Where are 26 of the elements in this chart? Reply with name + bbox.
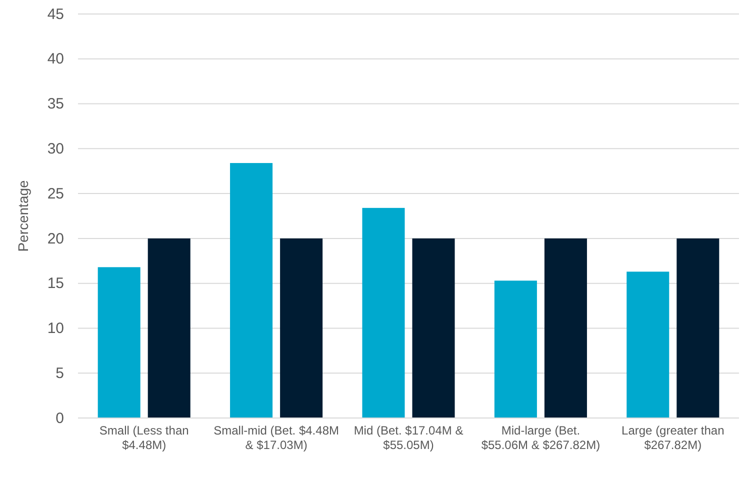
x-tick-label: Mid-large (Bet. $55.06M & $267.82M) (481, 424, 600, 452)
y-tick-label: 15 (47, 275, 64, 292)
bar (626, 272, 670, 418)
y-tick-label: 30 (47, 140, 64, 158)
y-tick-label: 10 (47, 320, 64, 338)
y-tick-label: 25 (47, 185, 64, 202)
bar (280, 238, 323, 418)
x-tick-label: Large (greater than $267.82M) (622, 424, 724, 452)
x-tick-label: Mid (Bet. $17.04M & $55.05M) (354, 424, 464, 452)
y-tick-label: 0 (56, 410, 64, 427)
bar (362, 208, 405, 418)
bar (230, 163, 273, 418)
bar (412, 238, 455, 418)
y-axis-title: Percentage (15, 180, 31, 252)
y-tick-label: 45 (47, 6, 64, 23)
y-tick-label: 5 (56, 364, 64, 382)
x-tick-label: Small (Less than $4.48M) (99, 424, 189, 452)
x-tick-label: Small-mid (Bet. $4.48M & $17.03M) (214, 424, 339, 452)
bar (98, 267, 140, 418)
bar (676, 238, 720, 418)
bar (544, 238, 587, 418)
y-tick-label: 35 (47, 96, 64, 113)
bar (148, 238, 190, 418)
y-tick-label: 40 (47, 50, 64, 68)
y-tick-label: 20 (47, 230, 64, 248)
bar (494, 280, 537, 418)
